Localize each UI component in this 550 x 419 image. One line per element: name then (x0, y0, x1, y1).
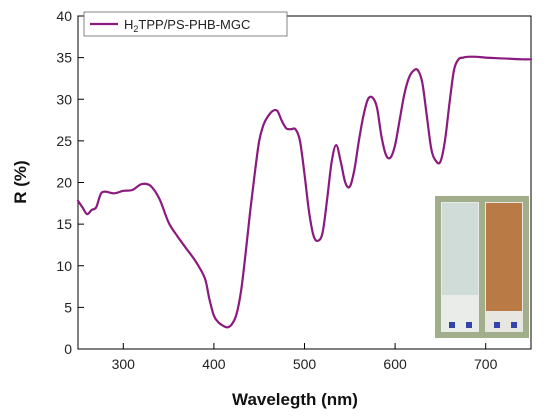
series-line (76, 55, 533, 329)
legend-label-rest: TPP/PS-PHB-MGC (138, 17, 250, 32)
y-axis-ticks: 0 5 10 15 20 25 30 35 40 (56, 8, 84, 357)
legend-label-sub: 2 (133, 24, 138, 34)
cuvette-left-film (442, 203, 478, 295)
y-tick-label: 15 (56, 216, 72, 232)
inset-photo (435, 196, 529, 338)
y-tick-label: 35 (56, 50, 72, 66)
cuvette-left-mark (449, 322, 455, 328)
y-tick-label: 0 (64, 341, 72, 357)
x-tick-label: 600 (383, 356, 407, 372)
x-tick-label: 400 (202, 356, 226, 372)
cuvette-right-mark (494, 322, 500, 328)
x-tick-label: 700 (474, 356, 498, 372)
y-tick-label: 30 (56, 91, 72, 107)
legend: H2TPP/PS-PHB-MGC (83, 11, 288, 37)
y-tick-label: 40 (56, 8, 72, 24)
x-tick-label: 500 (293, 356, 317, 372)
y-tick-label: 25 (56, 133, 72, 149)
cuvette-right-mark-2 (511, 322, 517, 328)
y-tick-label: 5 (64, 299, 72, 315)
legend-label: H2TPP/PS-PHB-MGC (124, 17, 250, 34)
y-tick-label: 20 (56, 175, 72, 191)
x-tick-label: 300 (112, 356, 136, 372)
cuvette-left-mark-2 (466, 322, 472, 328)
legend-label-main: H (124, 17, 133, 32)
y-tick-label: 10 (56, 258, 72, 274)
x-axis-ticks: 300 400 500 600 700 (112, 343, 498, 372)
x-axis-title: Wavelegth (nm) (232, 390, 358, 409)
y-axis-title: R (%) (11, 160, 30, 203)
cuvette-right-film (486, 203, 522, 311)
